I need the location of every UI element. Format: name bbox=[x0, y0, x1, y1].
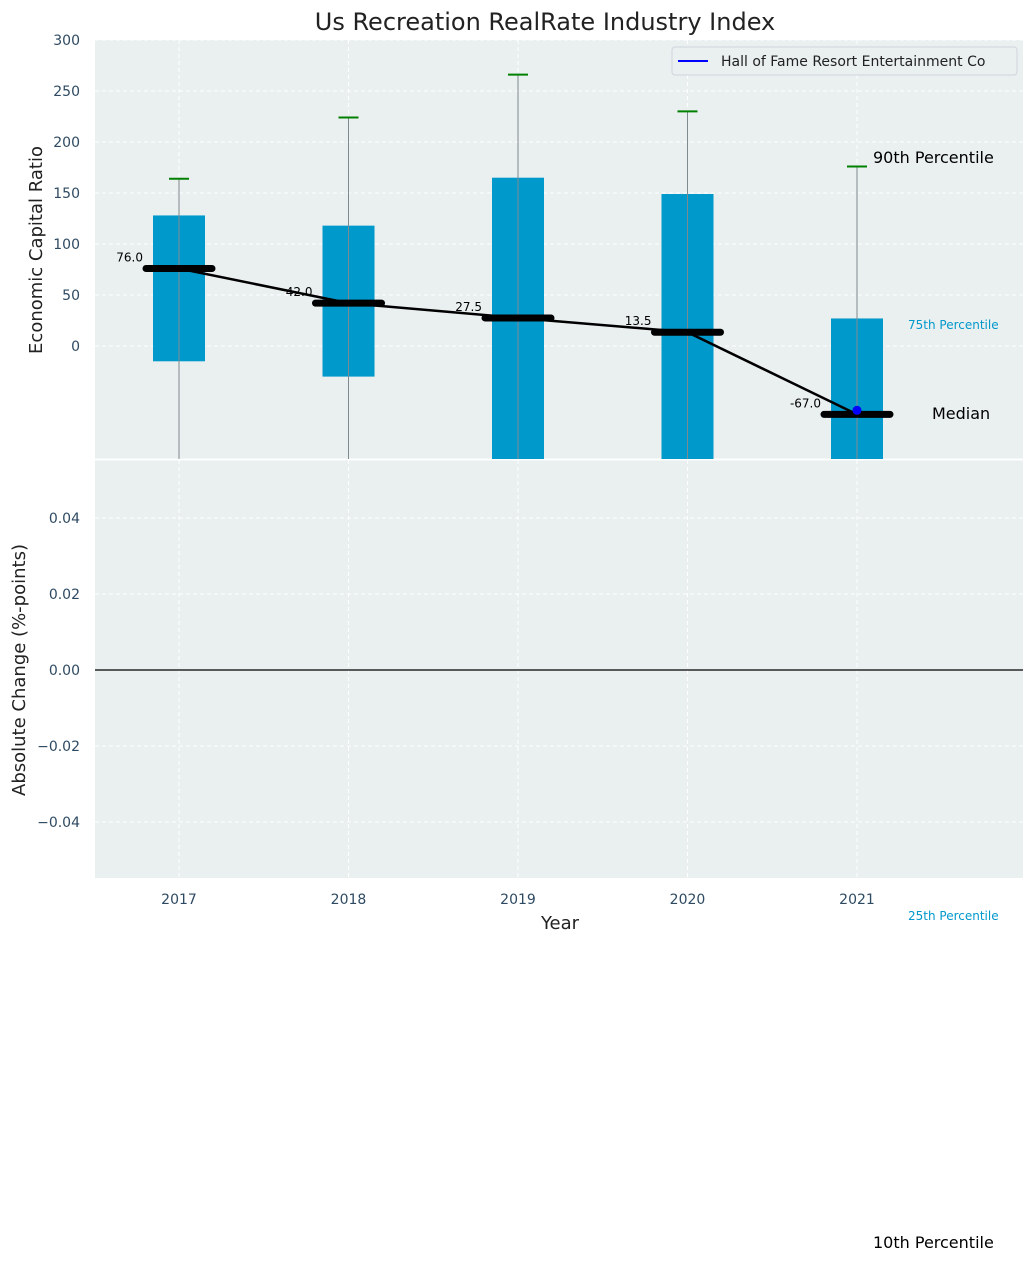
annotation-median: Median bbox=[932, 404, 990, 423]
median-data-label: 76.0 bbox=[116, 250, 143, 264]
annotation-25th-percentile: 25th Percentile bbox=[908, 909, 999, 923]
annotation-10th-percentile: 10th Percentile bbox=[873, 1233, 994, 1252]
bottom-y-tick-label: −0.02 bbox=[37, 739, 80, 755]
top-y-tick-label: 250 bbox=[53, 84, 80, 100]
top-y-tick-label: 150 bbox=[53, 186, 80, 202]
median-data-label: 42.0 bbox=[286, 285, 313, 299]
top-y-tick-label: 100 bbox=[53, 237, 80, 253]
median-data-label: -67.0 bbox=[790, 396, 821, 410]
annotation-75th-percentile: 75th Percentile bbox=[908, 318, 999, 332]
bottom-y-axis-label: Absolute Change (%-points) bbox=[9, 544, 30, 796]
bottom-y-tick-labels: −0.04 −0.02 0.00 0.02 0.04 bbox=[37, 511, 80, 831]
bottom-plot-area bbox=[95, 459, 1023, 878]
x-tick-label: 2019 bbox=[500, 892, 536, 908]
legend-label-company: Hall of Fame Resort Entertainment Co bbox=[721, 54, 985, 70]
bottom-y-tick-label: −0.04 bbox=[37, 815, 80, 831]
top-y-tick-label: 50 bbox=[62, 288, 80, 304]
x-tick-label: 2018 bbox=[331, 892, 367, 908]
top-y-axis-label: Economic Capital Ratio bbox=[26, 146, 47, 354]
median-data-label: 27.5 bbox=[455, 300, 482, 314]
top-y-tick-labels: 0 50 100 150 200 250 300 bbox=[53, 33, 80, 355]
top-y-tick-label: 300 bbox=[53, 33, 80, 49]
x-tick-labels: 2017 2018 2019 2020 2021 bbox=[161, 892, 875, 908]
top-y-tick-label: 0 bbox=[71, 339, 80, 355]
x-tick-label: 2017 bbox=[161, 892, 197, 908]
x-axis-label: Year bbox=[540, 913, 580, 934]
chart-title: Us Recreation RealRate Industry Index bbox=[315, 8, 776, 36]
bottom-y-tick-label: 0.00 bbox=[49, 663, 80, 679]
x-tick-label: 2021 bbox=[839, 892, 875, 908]
legend: Hall of Fame Resort Entertainment Co bbox=[671, 46, 1018, 76]
bottom-y-tick-label: 0.04 bbox=[49, 511, 80, 527]
top-plot-area bbox=[95, 40, 1023, 459]
annotation-90th-percentile: 90th Percentile bbox=[873, 148, 994, 167]
median-data-label: 13.5 bbox=[625, 314, 652, 328]
company-data-point bbox=[852, 405, 862, 415]
bottom-y-tick-label: 0.02 bbox=[49, 587, 80, 603]
top-chart-marks: 76.0 42.0 27.5 13.5 -67.0 bbox=[116, 73, 894, 459]
top-gridlines bbox=[95, 39, 1023, 459]
top-y-tick-label: 200 bbox=[53, 135, 80, 151]
x-tick-label: 2020 bbox=[670, 892, 706, 908]
